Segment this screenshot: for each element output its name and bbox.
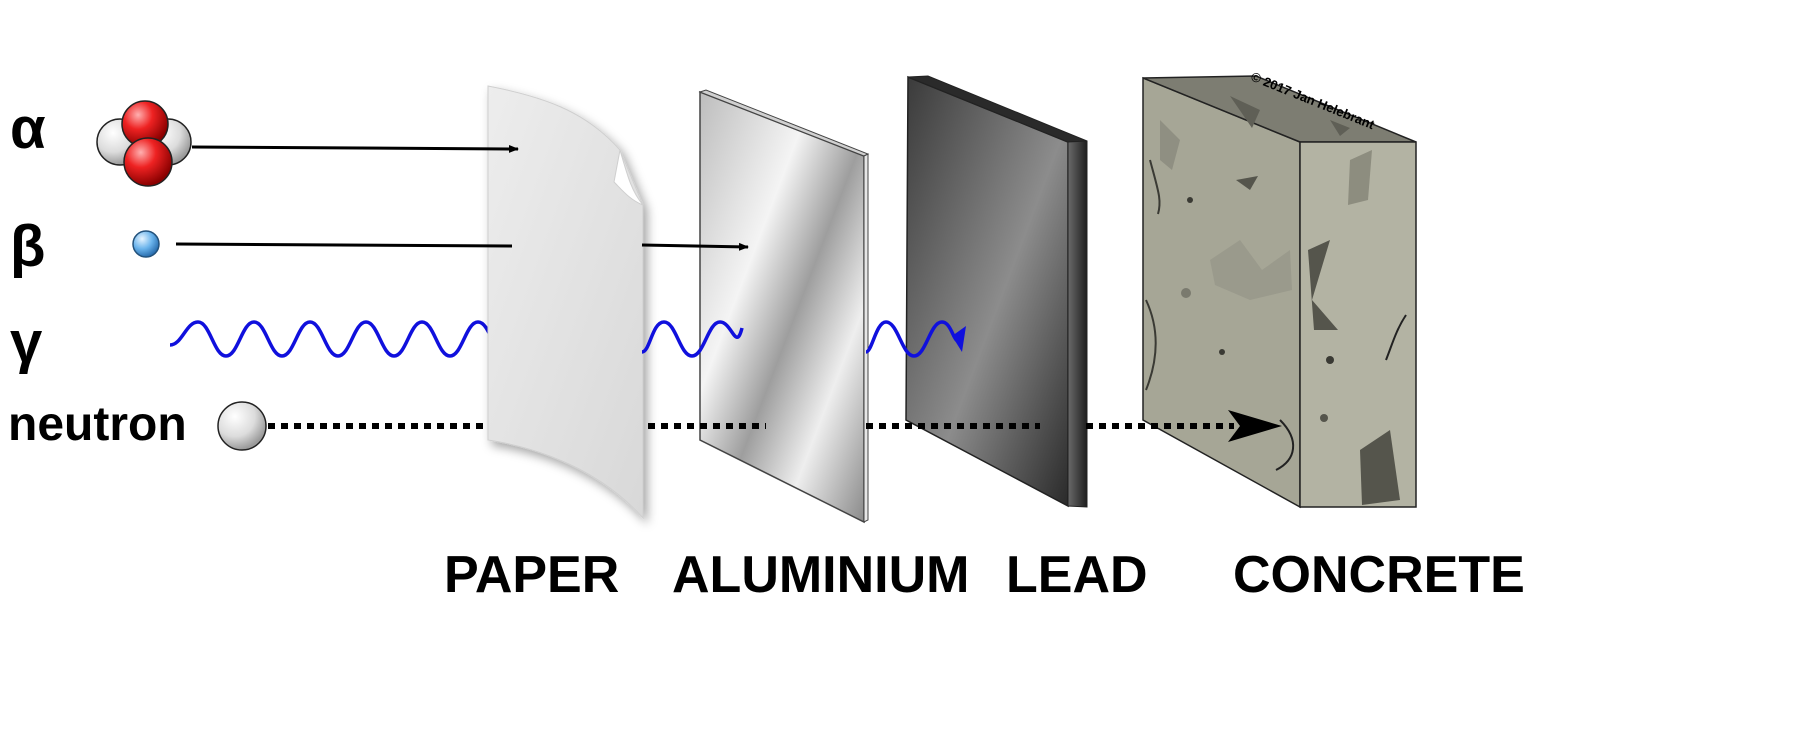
lead-block — [905, 75, 1088, 508]
paper-label: PAPER — [444, 546, 619, 604]
neutron-particle-icon — [217, 401, 267, 451]
alpha-label: α — [10, 96, 46, 161]
alpha-ray — [191, 144, 519, 153]
gamma-wave-segment-3 — [865, 320, 962, 358]
beta-ray-segment-1 — [175, 242, 513, 248]
lead-label: LEAD — [1006, 546, 1148, 604]
concrete-label: CONCRETE — [1233, 546, 1525, 604]
aluminium-label: ALUMINIUM — [672, 546, 970, 604]
alpha-particle-icon — [96, 100, 192, 187]
paper-sheet — [487, 85, 644, 520]
gamma-arrowhead — [952, 326, 966, 352]
beta-particle-icon — [132, 230, 160, 258]
beta-ray-segment-2 — [641, 242, 749, 251]
concrete-block — [1142, 75, 1417, 509]
aluminium-sheet — [698, 89, 870, 524]
neutron-label: neutron — [8, 398, 187, 451]
gamma-label: γ — [10, 310, 43, 375]
gamma-wave-segment-2 — [641, 320, 744, 358]
neutron-arrowhead — [1228, 410, 1282, 442]
beta-label: β — [10, 214, 45, 279]
